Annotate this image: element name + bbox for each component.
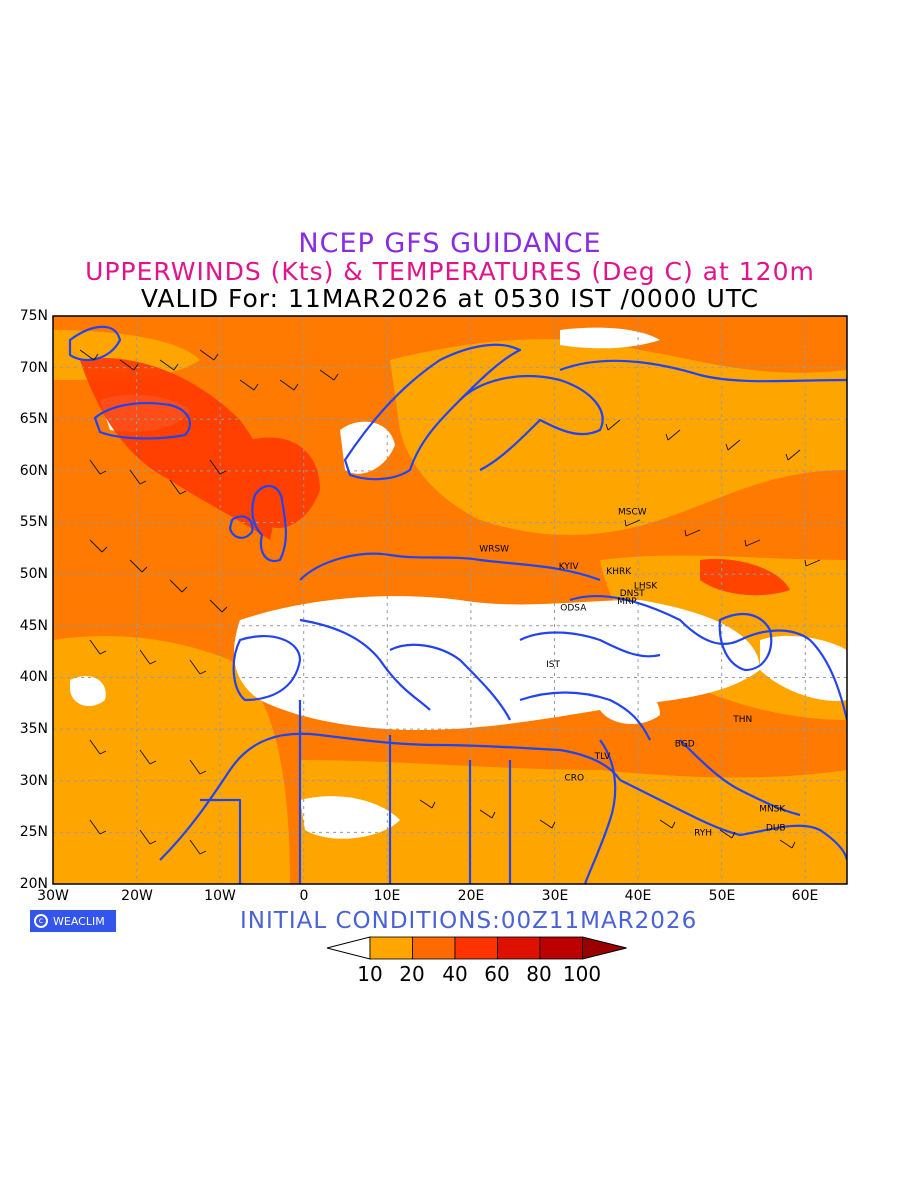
- lat-label-25n: 25N: [19, 824, 48, 840]
- city-label-ist: IST: [546, 660, 560, 670]
- lat-label-75n: 75N: [19, 308, 48, 324]
- city-label-odsa: ODSA: [560, 603, 587, 613]
- colorbar-label-100: 100: [562, 962, 602, 986]
- lon-label-30w: 30W: [37, 888, 69, 904]
- city-label-ryh: RYH: [694, 829, 712, 839]
- lat-label-35n: 35N: [19, 721, 48, 737]
- lon-label-10w: 10W: [204, 888, 236, 904]
- weaclim-logo: c WEACLIM: [30, 910, 116, 932]
- lon-label-30e: 30E: [541, 888, 569, 904]
- wind-barbs: [79, 349, 821, 855]
- city-label-tlv: TLV: [594, 752, 612, 762]
- lat-label-20n: 20N: [19, 876, 48, 892]
- lon-label-10e: 10E: [373, 888, 401, 904]
- city-label-kyiv: KYIV: [559, 562, 580, 572]
- lon-label-20w: 20W: [121, 888, 153, 904]
- logo-circle-icon: c: [34, 914, 48, 928]
- title-valid-time: VALID For: 11MAR2026 at 0530 IST /0000 U…: [140, 284, 760, 313]
- lat-label-40n: 40N: [19, 669, 48, 685]
- lat-label-30n: 30N: [19, 773, 48, 789]
- lat-label-45n: 45N: [19, 618, 48, 634]
- lat-label-60n: 60N: [19, 463, 48, 479]
- colorbar-label-20: 20: [399, 962, 425, 986]
- city-label-dnst: DNST: [620, 589, 645, 599]
- lat-label-70n: 70N: [19, 360, 48, 376]
- coastlines: [68, 325, 847, 884]
- city-label-khrk: KHRK: [606, 567, 632, 577]
- colorbar-cell-4: [497, 936, 541, 960]
- colorbar-label-10: 10: [357, 962, 383, 986]
- city-label-dub: DUB: [766, 823, 786, 833]
- colorbar-cell-2: [412, 936, 456, 960]
- lat-label-65n: 65N: [19, 411, 48, 427]
- city-label-mnsk: MNSK: [759, 805, 786, 815]
- initial-conditions: INITIAL CONDITIONS:00Z11MAR2026: [240, 908, 698, 934]
- lon-label-0: 0: [299, 888, 309, 904]
- lon-label-20e: 20E: [457, 888, 485, 904]
- city-label-wrsw: WRSW: [479, 545, 509, 555]
- lat-label-55n: 55N: [19, 514, 48, 530]
- city-label-cro: CRO: [565, 774, 585, 784]
- map-frame: [52, 315, 848, 885]
- colorbar-cell-1: [369, 936, 413, 960]
- city-label-lhsk: LHSK: [634, 582, 658, 592]
- colorbar-cell-5: [539, 936, 583, 960]
- city-label-bgd: BGD: [675, 740, 695, 750]
- title-model: NCEP GFS GUIDANCE: [298, 228, 602, 259]
- city-label-mscw: MSCW: [618, 507, 647, 517]
- colorbar-arrow-low: [326, 936, 371, 960]
- title-parameter: UPPERWINDS (Kts) & TEMPERATURES (Deg C) …: [85, 257, 815, 286]
- lon-label-40e: 40E: [624, 888, 652, 904]
- colorbar-label-80: 80: [526, 962, 552, 986]
- city-label-mrp: MRP: [617, 597, 637, 607]
- city-label-thn: THN: [732, 715, 752, 725]
- lon-label-50e: 50E: [708, 888, 736, 904]
- lat-label-50n: 50N: [19, 566, 48, 582]
- colorbar-arrow-high: [582, 936, 627, 960]
- colorbar-label-40: 40: [442, 962, 468, 986]
- logo-text: WEACLIM: [53, 914, 105, 928]
- colorbar: [326, 936, 627, 960]
- colorbar-cell-3: [454, 936, 498, 960]
- colorbar-label-60: 60: [484, 962, 510, 986]
- lon-label-60e: 60E: [791, 888, 819, 904]
